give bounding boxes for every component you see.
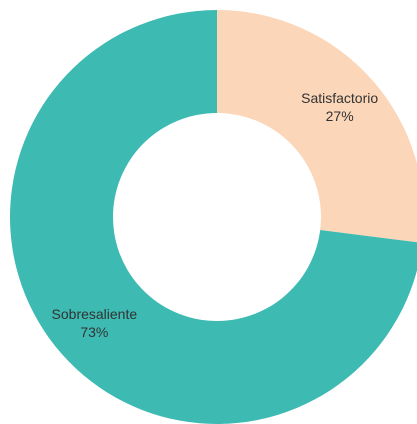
slice-label-satisfactorio: Satisfactorio (301, 90, 378, 106)
slice-sobresaliente (10, 10, 417, 424)
slice-value-sobresaliente: 73% (80, 324, 108, 340)
slice-value-satisfactorio: 27% (326, 108, 354, 124)
donut-labels: Satisfactorio 27% Sobresaliente 73% (52, 90, 379, 340)
slice-label-sobresaliente: Sobresaliente (52, 306, 138, 322)
donut-slices (10, 10, 417, 424)
slice-satisfactorio (217, 10, 417, 243)
